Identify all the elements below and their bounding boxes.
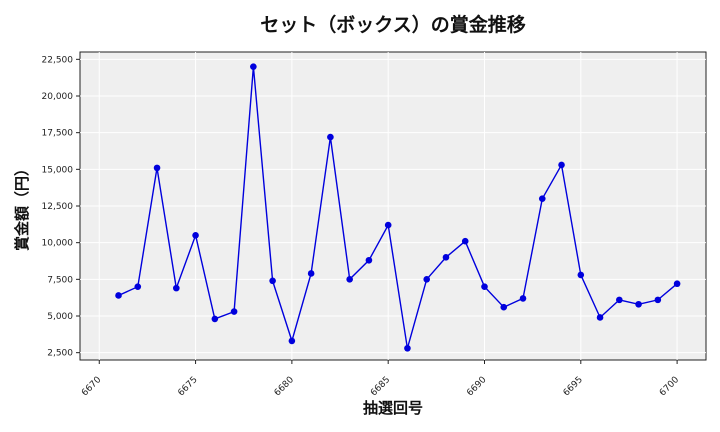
y-tick-label: 22,500 xyxy=(42,55,74,65)
x-tick-label: 6700 xyxy=(658,375,681,398)
data-point xyxy=(346,276,353,283)
data-point xyxy=(558,161,565,169)
data-point xyxy=(153,164,161,172)
data-point xyxy=(635,300,642,308)
data-point xyxy=(192,232,199,239)
x-tick-label: 6670 xyxy=(80,375,103,398)
data-point xyxy=(423,276,431,283)
y-tick-label: 20,000 xyxy=(42,92,74,102)
y-tick-label: 10,000 xyxy=(42,239,74,249)
y-tick-label: 15,000 xyxy=(42,165,74,175)
x-tick-label: 6685 xyxy=(369,375,392,398)
x-tick-label: 6690 xyxy=(465,375,488,398)
data-point xyxy=(384,221,392,229)
data-point xyxy=(442,254,450,261)
y-tick-label: 2,500 xyxy=(47,349,73,359)
data-point xyxy=(269,277,276,285)
x-tick-label: 6680 xyxy=(273,375,296,398)
y-tick-label: 12,500 xyxy=(42,202,74,212)
data-point xyxy=(616,296,623,304)
x-axis-label: 抽選回号 xyxy=(363,399,423,417)
data-point xyxy=(481,283,488,290)
x-tick-label: 6695 xyxy=(562,375,585,398)
data-point xyxy=(211,315,219,323)
series-layer xyxy=(115,63,681,352)
data-point xyxy=(134,283,142,290)
y-tick-label: 5,000 xyxy=(47,312,73,322)
axes: 2,500 5,000 7,500 10,000 12,500 15,000 17,500 2… xyxy=(42,55,682,398)
data-point xyxy=(519,295,527,302)
data-point xyxy=(461,237,469,245)
data-point xyxy=(577,271,585,279)
grid-lines xyxy=(80,52,706,360)
data-point xyxy=(654,296,662,304)
y-tick-label: 17,500 xyxy=(42,129,74,139)
data-point xyxy=(673,280,681,288)
data-point xyxy=(500,303,508,311)
data-point xyxy=(327,133,334,141)
data-point xyxy=(307,270,315,277)
y-tick-label: 7,500 xyxy=(47,275,73,285)
data-point xyxy=(538,195,546,202)
y-axis-label: 賞金額（円） xyxy=(13,161,31,251)
data-point xyxy=(173,284,180,292)
data-point xyxy=(596,314,604,321)
data-point xyxy=(250,63,257,70)
data-point xyxy=(230,308,238,315)
data-point xyxy=(365,256,373,264)
data-point xyxy=(288,337,296,345)
chart-title: セット（ボックス）の賞金推移 xyxy=(260,13,525,36)
x-tick-label: 6675 xyxy=(176,375,199,398)
data-point xyxy=(404,344,411,352)
series-line xyxy=(118,66,678,349)
data-point xyxy=(115,292,122,299)
